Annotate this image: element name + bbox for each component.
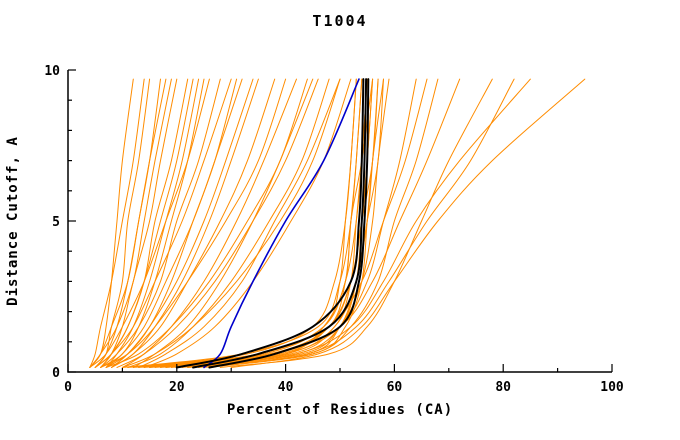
ticks-layer [67,69,613,373]
prediction-models-curve-41 [181,78,374,368]
reference-models-black-curve-0 [175,78,365,369]
prediction-models-curve-34 [187,78,379,368]
prediction-models-curve-17 [100,78,194,368]
prediction-models-curve-11 [89,78,172,368]
x-tick-label: 60 [387,380,403,395]
y-tick-label: 5 [52,215,60,230]
prediction-models-curve-7 [100,78,221,368]
y-tick-label: 10 [44,64,60,79]
prediction-models-curve-35 [154,78,374,368]
y-tick-label: 0 [52,366,60,381]
prediction-models-curve-25 [138,78,341,368]
reference-models-black-curve-2 [208,78,370,369]
curves-layer [89,78,586,369]
prediction-models-curve-27 [143,78,352,368]
highlight-model-blue-curve-0 [203,78,360,369]
prediction-models-curve-49 [149,78,428,368]
prediction-models-curve-0 [89,78,134,368]
prediction-models-curve-42 [176,78,417,368]
x-axis-label: Percent of Residues (CA) [227,402,453,418]
prediction-models-curve-48 [208,78,515,368]
x-tick-label: 0 [64,380,72,395]
chart-title: T1004 [312,12,367,30]
y-axis-label: Distance Cutoff, A [5,136,21,306]
prediction-models-curve-16 [89,78,145,368]
prediction-models-curve-22 [116,78,319,368]
prediction-models-curve-26 [121,78,341,368]
prediction-models-curve-12 [100,78,205,368]
prediction-models-curve-13 [94,78,161,368]
x-tick-label: 80 [495,380,511,395]
reference-models-black-curve-1 [192,78,368,369]
prediction-models-curve-18 [111,78,276,368]
x-tick-label: 20 [169,380,185,395]
prediction-models-curve-46 [187,78,531,368]
prediction-models-curve-8 [94,78,232,368]
prediction-models-curve-47 [230,78,586,368]
x-tick-label: 40 [278,380,294,395]
prediction-models-curve-23 [127,78,330,368]
prediction-models-curve-43 [203,78,439,368]
tick-labels-layer: 0 20 40 60 80 100 0 5 10 [44,64,624,395]
prediction-models-curve-6 [89,78,210,368]
prediction-models-curve-20 [100,78,287,368]
x-tick-label: 100 [600,380,624,395]
prediction-models-curve-24 [105,78,308,368]
prediction-models-curve-33 [143,78,368,368]
